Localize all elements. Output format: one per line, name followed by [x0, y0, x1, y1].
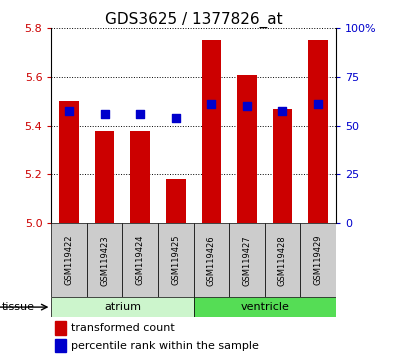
Bar — [122, 223, 158, 297]
Point — [173, 115, 179, 121]
Bar — [229, 223, 265, 297]
Bar — [51, 297, 194, 317]
Text: GSM119429: GSM119429 — [314, 235, 322, 285]
Text: tissue: tissue — [2, 302, 35, 312]
Text: GSM119426: GSM119426 — [207, 235, 216, 286]
Point — [102, 111, 108, 116]
Text: GSM119424: GSM119424 — [136, 235, 145, 285]
Bar — [59, 101, 79, 223]
Text: GSM119425: GSM119425 — [171, 235, 180, 285]
Point — [208, 101, 214, 107]
Bar — [273, 109, 292, 223]
Bar — [55, 339, 66, 352]
Point — [279, 108, 286, 114]
Point — [315, 101, 321, 107]
Bar — [95, 131, 115, 223]
Bar — [87, 223, 122, 297]
Bar — [308, 40, 328, 223]
Point — [66, 108, 72, 114]
Text: percentile rank within the sample: percentile rank within the sample — [71, 341, 260, 350]
Text: GSM119427: GSM119427 — [243, 235, 251, 286]
Bar — [265, 223, 300, 297]
Bar — [201, 40, 221, 223]
Text: GSM119422: GSM119422 — [65, 235, 73, 285]
Text: GSM119428: GSM119428 — [278, 235, 287, 286]
Bar — [194, 297, 336, 317]
Bar — [237, 75, 257, 223]
Bar — [130, 131, 150, 223]
Point — [137, 111, 143, 116]
Bar — [300, 223, 336, 297]
Bar — [194, 223, 229, 297]
Bar — [55, 321, 66, 335]
Point — [244, 103, 250, 109]
Text: atrium: atrium — [104, 302, 141, 312]
Text: transformed count: transformed count — [71, 323, 175, 333]
Text: ventricle: ventricle — [240, 302, 289, 312]
Bar — [158, 223, 194, 297]
Title: GDS3625 / 1377826_at: GDS3625 / 1377826_at — [105, 12, 282, 28]
Text: GSM119423: GSM119423 — [100, 235, 109, 286]
Bar — [166, 179, 186, 223]
Bar — [51, 223, 87, 297]
